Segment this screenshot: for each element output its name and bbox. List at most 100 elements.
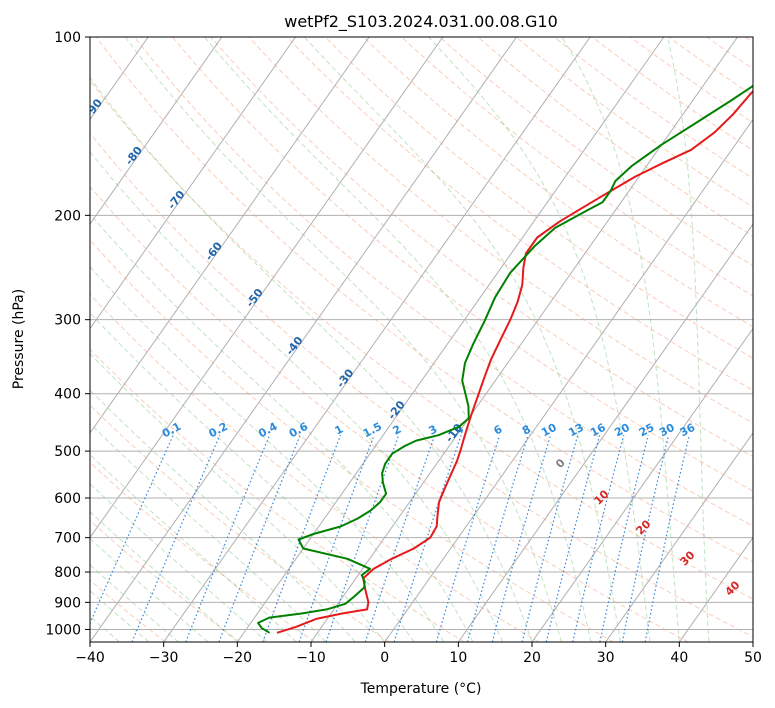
skewed-isotherm-gridlines — [0, 37, 753, 642]
mixing-ratio-label: 30 — [657, 421, 677, 440]
y-tick-label: 400 — [54, 387, 81, 403]
x-axis: −40 −30 −20 −10 0 10 20 30 40 50 — [75, 642, 762, 666]
moist-adiabats — [90, 37, 710, 642]
mixing-ratio-label: 0.2 — [207, 420, 230, 441]
mixing-ratio-label: 2 — [391, 423, 404, 438]
dry-adiabat — [90, 79, 753, 600]
isotherm-label: -50 — [243, 286, 266, 310]
mixing-ratio-label: 13 — [566, 421, 586, 440]
dry-adiabat — [90, 293, 540, 642]
moist-adiabat — [90, 76, 533, 642]
mixing-ratio-label: 1 — [333, 423, 346, 438]
mixing-ratio-line — [599, 435, 649, 642]
dry-adiabat — [90, 519, 241, 642]
dry-adiabat — [90, 132, 753, 638]
dry-adiabat — [95, 37, 753, 563]
x-tick-label: −40 — [75, 650, 105, 666]
mixing-ratio-line — [393, 435, 462, 642]
mixing-ratio-lines — [90, 434, 690, 642]
isotherm-gridline — [531, 327, 753, 642]
wet-adiabat-label: 30 — [678, 548, 698, 568]
mixing-ratio-line — [521, 435, 579, 642]
moist-adiabat — [90, 266, 445, 642]
y-tick-label: 500 — [54, 444, 81, 460]
profile-series-1 — [257, 84, 753, 634]
mixing-ratio-line — [364, 435, 436, 642]
chart-annotations: 0.1 0.2 0.4 0.6 1 1.5 2 3 4 6 8 10 13 16 20 25 30 36-100-… — [83, 96, 743, 598]
mixing-ratio-label: 16 — [588, 421, 608, 440]
moist-adiabat — [90, 483, 268, 642]
dry-adiabat — [286, 37, 753, 391]
mixing-ratio-label: 1.5 — [361, 420, 384, 441]
dry-adiabat — [706, 37, 753, 70]
chart-title: wetPf2_S103.2024.031.00.08.G10 — [284, 12, 558, 32]
dry-adiabat — [172, 37, 753, 492]
mixing-ratio-line — [185, 434, 271, 642]
mixing-ratio-line — [90, 434, 174, 625]
moist-adiabat — [561, 37, 680, 642]
isotherm-gridline — [0, 37, 1, 642]
isotherm-gridline — [457, 223, 753, 642]
moist-adiabat — [90, 453, 297, 642]
mixing-ratio-label: 0.4 — [256, 420, 280, 441]
wet-adiabat-label: 0 — [553, 456, 568, 471]
mixing-ratio-label: 8 — [520, 423, 533, 438]
dry-adiabat — [248, 37, 753, 424]
wet-adiabat-label: 40 — [723, 578, 743, 598]
moist-adiabat — [124, 37, 562, 642]
mixing-ratio-line — [298, 434, 375, 642]
mixing-ratio-line — [621, 435, 670, 642]
mixing-ratio-line — [491, 435, 552, 642]
moist-adiabat — [90, 511, 238, 642]
moist-adiabat — [90, 538, 209, 642]
y-tick-label: 300 — [54, 313, 81, 329]
mixing-ratio-line — [325, 434, 400, 642]
y-axis: 100 200 300 400 500 600 700 800 900 1000 — [45, 30, 90, 638]
y-tick-label: 600 — [54, 491, 81, 507]
moist-adiabat — [90, 422, 327, 642]
isotherm-gridline — [678, 536, 753, 642]
mixing-ratio-line — [466, 435, 529, 642]
mixing-ratio-line — [131, 434, 221, 642]
x-tick-label: 40 — [670, 650, 688, 666]
profile-series-0 — [276, 89, 753, 634]
isotherm-gridline — [90, 37, 223, 225]
isotherm-gridline — [90, 37, 370, 434]
dry-adiabat — [401, 37, 753, 297]
x-tick-label: −10 — [296, 650, 326, 666]
mixing-ratio-label: 0.1 — [160, 420, 183, 441]
x-tick-label: 50 — [744, 650, 762, 666]
y-tick-label: 900 — [54, 595, 81, 611]
moist-adiabat — [90, 590, 150, 642]
mixing-ratio-line — [545, 435, 601, 642]
isotherm-label: -40 — [283, 334, 306, 358]
isotherm-label: -90 — [83, 96, 106, 120]
y-tick-label: 200 — [54, 208, 81, 224]
dry-adiabat — [363, 37, 753, 328]
isotherm-gridline — [752, 641, 753, 642]
moist-adiabat — [90, 564, 179, 642]
mixing-ratio-label: 20 — [612, 421, 632, 440]
dry-adiabat — [90, 461, 315, 642]
profile-lines — [257, 84, 753, 634]
x-tick-label: 30 — [597, 650, 615, 666]
x-tick-label: 0 — [380, 650, 389, 666]
moist-adiabat — [204, 37, 592, 642]
mixing-ratio-line — [218, 434, 301, 642]
dry-adiabat — [90, 185, 689, 642]
y-tick-label: 800 — [54, 565, 81, 581]
x-tick-label: 20 — [523, 650, 541, 666]
dry-adiabat — [515, 37, 753, 208]
moist-adiabat — [90, 389, 356, 642]
isobar-gridlines — [90, 37, 753, 630]
dry-adiabat — [324, 37, 753, 359]
mixing-ratio-label: 36 — [678, 421, 698, 440]
dry-adiabat — [90, 239, 614, 642]
isotherm-gridline — [163, 37, 591, 642]
moist-adiabat — [667, 37, 710, 642]
moist-adiabat — [90, 213, 474, 642]
mixing-ratio-label: 10 — [539, 421, 559, 440]
isotherm-gridline — [90, 37, 296, 330]
x-axis-label: Temperature (°C) — [360, 681, 482, 697]
